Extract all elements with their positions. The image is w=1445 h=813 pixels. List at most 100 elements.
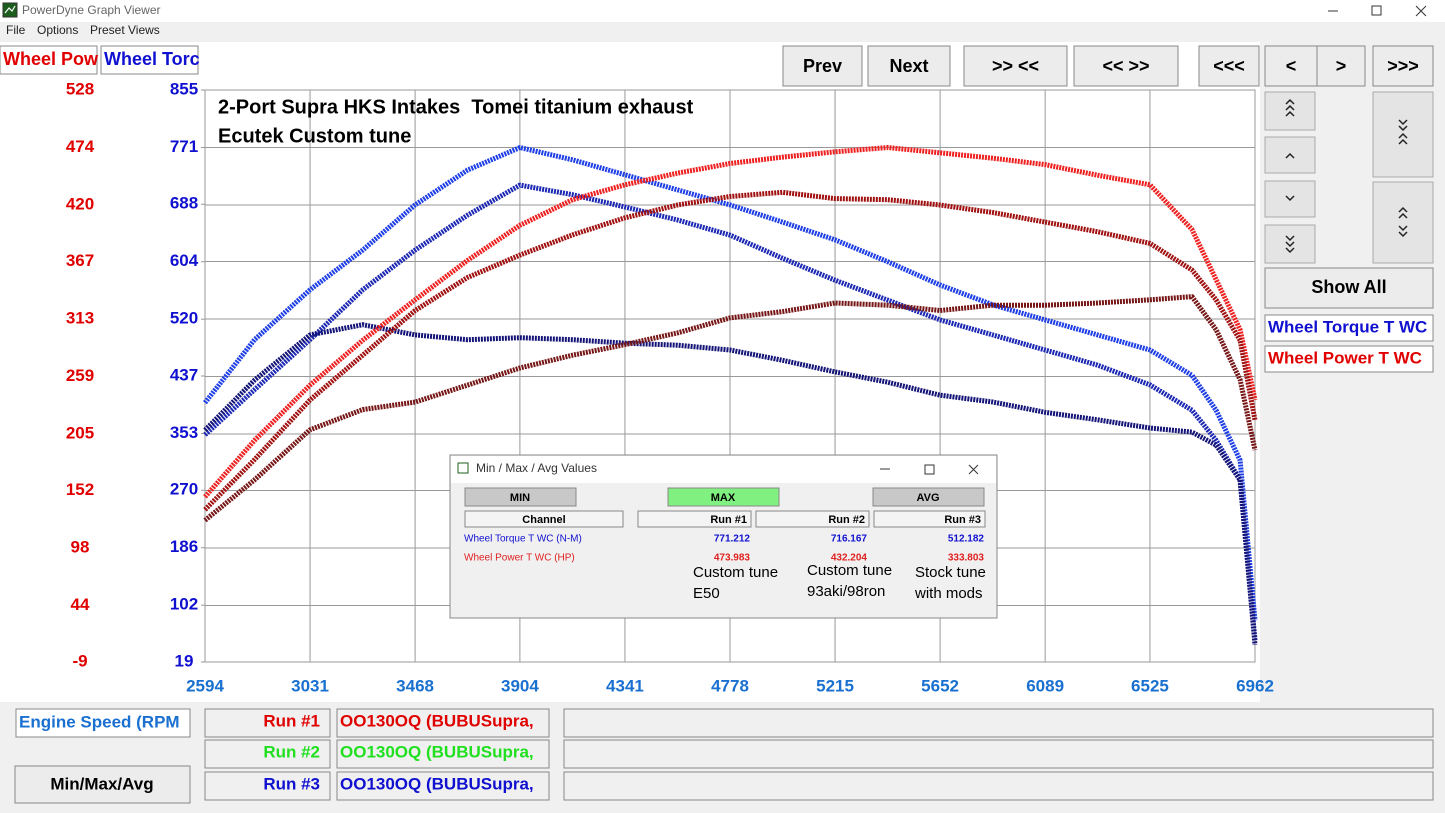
line-series bbox=[203, 322, 1258, 646]
x-tick-label: 3904 bbox=[501, 676, 539, 695]
run-note: Custom tune bbox=[807, 562, 892, 579]
dialog-button[interactable] bbox=[872, 487, 985, 507]
dialog-button[interactable] bbox=[667, 487, 780, 507]
run-info-box bbox=[563, 739, 1434, 769]
y-tick-label: 259 bbox=[66, 366, 94, 385]
channel-box bbox=[1264, 345, 1434, 373]
y2-tick-label: 520 bbox=[170, 309, 198, 328]
run-label-box bbox=[204, 771, 331, 801]
run-label: Run #2 bbox=[263, 742, 320, 761]
y2-tick-label: 855 bbox=[170, 79, 198, 98]
header-cell-text: Run #3 bbox=[944, 514, 981, 526]
x-tick-label: 5652 bbox=[921, 676, 959, 695]
dialog-button-label[interactable]: AVG bbox=[916, 492, 939, 504]
app-icon-line bbox=[4, 5, 16, 14]
nav-button-label[interactable]: <<< bbox=[1213, 56, 1245, 76]
dialog-max[interactable] bbox=[924, 464, 935, 475]
dialog-button-label[interactable]: MIN bbox=[510, 492, 530, 504]
arrow-icons bbox=[1285, 98, 1408, 254]
channel-box bbox=[1264, 314, 1434, 342]
value-cell: 333.803 bbox=[948, 553, 985, 564]
line-series bbox=[203, 145, 1258, 499]
run-file-box bbox=[336, 739, 550, 769]
run-note: with mods bbox=[914, 585, 983, 602]
value-cell: 473.983 bbox=[714, 553, 751, 564]
y-tick-label: 313 bbox=[66, 308, 94, 327]
run-label: Run #1 bbox=[263, 711, 320, 730]
y-tick-label: 152 bbox=[66, 480, 94, 499]
channel-tab-label[interactable]: Wheel Pow bbox=[3, 49, 99, 69]
y-tick-label: -9 bbox=[72, 651, 87, 670]
channel-name: Wheel Power T WC bbox=[1268, 348, 1422, 367]
y-tick-label: 44 bbox=[71, 595, 90, 614]
scroll-button[interactable] bbox=[1264, 224, 1316, 264]
x-tick-label: 3468 bbox=[396, 676, 434, 695]
nav-button[interactable] bbox=[1264, 45, 1318, 87]
nav-button[interactable] bbox=[1372, 45, 1434, 87]
nav-button-label[interactable]: >>> bbox=[1387, 56, 1419, 76]
dialog-button-label[interactable]: MAX bbox=[711, 492, 736, 504]
run-label-box bbox=[204, 739, 331, 769]
y-tick-label: 205 bbox=[66, 424, 94, 443]
minmaxavg-label[interactable]: Min/Max/Avg bbox=[50, 774, 153, 793]
scroll-buttons bbox=[1264, 91, 1434, 264]
channel-tab-label[interactable]: Wheel Torc bbox=[104, 49, 200, 69]
nav-button[interactable] bbox=[867, 45, 951, 87]
annotation: 2-Port Supra HKS Intakes Tomei titanium … bbox=[218, 96, 694, 118]
scroll-button[interactable] bbox=[1372, 181, 1434, 264]
run-info-box bbox=[563, 708, 1434, 738]
run-file-box bbox=[336, 771, 550, 801]
line-series bbox=[203, 294, 1258, 523]
menu-item[interactable]: Options bbox=[37, 23, 78, 37]
value-cell: 512.182 bbox=[948, 534, 985, 545]
y-tick-label: 367 bbox=[66, 251, 94, 270]
x-tick-label: 4778 bbox=[711, 676, 749, 695]
menu-item[interactable]: File bbox=[6, 23, 26, 37]
show-all-button[interactable] bbox=[1264, 267, 1434, 309]
header-cell bbox=[464, 510, 624, 528]
x-tick-label: 6089 bbox=[1026, 676, 1064, 695]
y2-tick-label: 102 bbox=[170, 595, 198, 614]
run-file: OO130OQ (BUBUSupra, bbox=[340, 774, 534, 793]
run-label: Run #3 bbox=[263, 774, 320, 793]
nav-button[interactable] bbox=[1073, 45, 1179, 87]
channel-tab[interactable] bbox=[100, 45, 199, 75]
nav-button-label[interactable]: > bbox=[1336, 56, 1347, 76]
channel-tab[interactable] bbox=[0, 45, 98, 75]
value-cell: 432.204 bbox=[831, 553, 868, 564]
x-tick-label: 4341 bbox=[606, 676, 644, 695]
channel-name: Wheel Torque T WC bbox=[1268, 317, 1427, 336]
x-tick-label: 5215 bbox=[816, 676, 854, 695]
maximize-icon[interactable] bbox=[1371, 5, 1382, 16]
header-cell-text: Channel bbox=[522, 514, 565, 526]
header-cell bbox=[755, 510, 870, 528]
window-title: PowerDyne Graph Viewer bbox=[22, 3, 161, 17]
minmaxavg-button[interactable] bbox=[14, 765, 191, 804]
dialog-close[interactable] bbox=[968, 464, 979, 475]
run-note: E50 bbox=[693, 585, 720, 602]
nav-button-label[interactable]: << >> bbox=[1102, 56, 1149, 76]
nav-button-label[interactable]: >> << bbox=[992, 56, 1039, 76]
nav-button-label[interactable]: Prev bbox=[803, 56, 842, 76]
nav-button[interactable] bbox=[1198, 45, 1260, 87]
menu-item[interactable]: Preset Views bbox=[90, 23, 160, 37]
x-tick-label: 3031 bbox=[291, 676, 329, 695]
show-all-label[interactable]: Show All bbox=[1311, 277, 1386, 297]
nav-button[interactable] bbox=[782, 45, 863, 87]
nav-button[interactable] bbox=[963, 45, 1068, 87]
y-tick-label: 98 bbox=[71, 538, 90, 557]
y-tick-label: 420 bbox=[66, 195, 94, 214]
app-icon bbox=[2, 2, 18, 18]
y2-tick-label: 688 bbox=[170, 194, 198, 213]
close-icon[interactable] bbox=[1415, 5, 1427, 17]
run-note: Stock tune bbox=[915, 564, 986, 581]
dialog-button[interactable] bbox=[464, 487, 577, 507]
nav-button-label[interactable]: < bbox=[1286, 56, 1297, 76]
nav-button-label[interactable]: Next bbox=[889, 56, 928, 76]
dialog-title: Min / Max / Avg Values bbox=[476, 461, 597, 475]
nav-button[interactable] bbox=[1316, 45, 1366, 87]
dialog-icon bbox=[457, 462, 469, 474]
y2-tick-label: 604 bbox=[170, 251, 199, 270]
channel-cell: Wheel Torque T WC (N-M) bbox=[464, 534, 582, 545]
